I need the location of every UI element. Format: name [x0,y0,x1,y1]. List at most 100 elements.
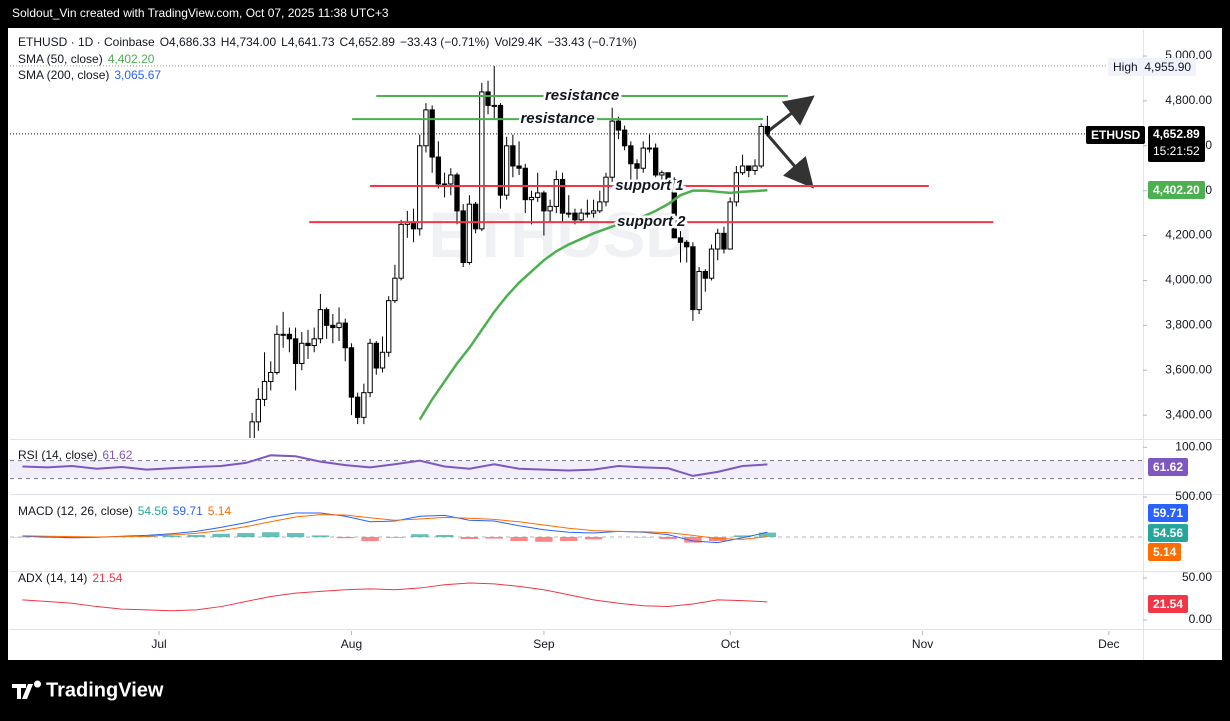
histogram-bar [361,537,379,541]
candle-body [274,333,280,373]
candle-body [578,212,584,221]
macd-label: 59.71 [1148,504,1189,522]
candle-body [386,300,392,353]
x-tick-label: Aug [341,637,362,651]
histogram-bar [311,535,330,537]
y-tick-label: 4,200.00 [1165,228,1212,242]
ohlc: C4,652.89 [339,35,395,49]
candle-body [702,270,708,279]
macd-legend: MACD (12, 26, close) 54.56 59.71 5.14 [18,503,236,519]
candles [249,65,771,438]
logo: TradingView [12,679,164,701]
candle-body [323,309,330,326]
y-tick-label: 500.00 [1175,489,1212,503]
legend-value: 3,065.67 [114,68,162,82]
candle-body [417,145,423,230]
candle-body [429,109,435,158]
candle-body [510,145,516,167]
histogram-bar [460,537,479,539]
histogram-bar [485,537,503,539]
rsi-legend: RSI (14, close) 61.62 [18,447,137,463]
histogram-bar [535,537,553,542]
x-tick-label: Sep [533,637,555,651]
candle-body [466,203,473,264]
candle-body [479,91,485,230]
indicator-line [22,582,768,612]
candle-body [485,91,491,106]
last-price: 4,652.89 [1153,127,1200,141]
legend-value: 21.54 [92,571,123,585]
ohlc: O4,686.33 [159,35,216,49]
x-tick-label: Jul [151,637,166,651]
candle-body [342,322,348,349]
candle-body [746,165,752,171]
histogram-bar [162,535,181,537]
legend-title: RSI (14, close) [18,448,98,462]
candle-body [541,192,547,212]
candle-body [330,324,336,329]
credit: Soldout_Vin created with TradingView.com… [12,6,389,20]
candle-body [491,104,497,107]
candle-body [640,147,646,169]
candle-body [503,145,510,196]
candle-body [652,147,659,176]
last-price-label: 4,652.89 15:21:52 [1148,126,1205,162]
ohlc: L4,641.73 [281,35,335,49]
symbol-label: ETHUSD [1086,126,1146,144]
candle-body [609,120,615,178]
hist-label: 54.56 [1148,524,1189,542]
candle-body [398,223,404,279]
adx-legend: ADX (14, 14) 21.54 [18,570,127,586]
y-tick-label: 3,400.00 [1165,407,1212,421]
candle-body [566,212,572,215]
candle-body [553,178,559,207]
histogram-bar [386,537,404,538]
rsi-label: 61.62 [1148,458,1189,476]
candle-body [410,221,417,230]
level-label: support 2 [617,213,686,230]
candle-body [715,232,721,250]
candle-body [423,109,429,147]
y-tick-label: 100.00 [1175,439,1212,453]
arrow-up [766,95,815,134]
candle-body [752,165,758,171]
signal-label: 5.14 [1148,543,1182,561]
histogram-bar [510,537,528,541]
sma200-legend: SMA (200, close) 3,065.67 [18,67,166,83]
x-tick-label: Nov [912,637,933,651]
legend-value: 5.14 [207,504,232,518]
level-label: support 1 [615,177,683,194]
candle-body [659,172,665,176]
candle-body [441,183,448,186]
candle-body [497,104,504,196]
histogram-bar [659,537,677,539]
histogram-bar [435,535,454,537]
y-tick-label: 3,600.00 [1165,362,1212,376]
histogram-bar [286,533,305,537]
candle-body [739,165,746,174]
change: −33.43 (−0.71%) [399,35,490,49]
candle-body [690,246,696,311]
candle-body [535,192,541,198]
y-tick-label: 4,800.00 [1165,93,1212,107]
x-tick-label: Dec [1098,637,1119,651]
histogram-bar [560,537,578,541]
y-tick-label: 4,000.00 [1165,273,1212,287]
candle-body [615,120,622,131]
legend-value: 4,402.20 [107,52,155,66]
legend-value: 59.71 [172,504,203,518]
candle-body [603,176,609,203]
candle-body [708,248,715,279]
candle-body [354,396,361,418]
high-value: 4,955.90 [1144,60,1192,74]
candle-body [684,241,690,248]
countdown: 15:21:52 [1153,144,1200,158]
chart-area [8,28,1222,660]
candle-body [634,163,640,169]
candle-body [621,129,628,147]
high-title: High [1113,60,1138,74]
y-tick-label: 50.00 [1182,570,1212,584]
level-label: resistance [520,110,594,127]
symbol: ETHUSD · 1D · Coinbase [18,35,155,49]
